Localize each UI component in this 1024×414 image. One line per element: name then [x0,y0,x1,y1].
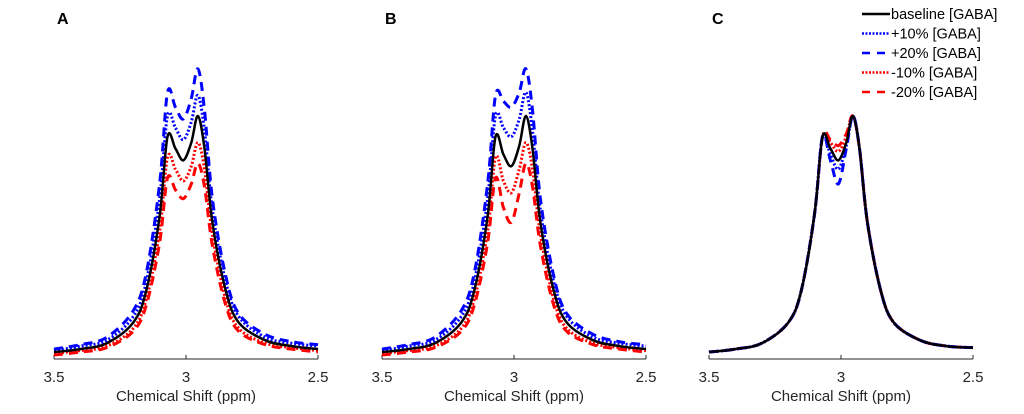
series-line-10-gaba [53,93,319,353]
x-tick-label: 3.5 [372,369,393,386]
panel-a: A 3.5 3 2.5 Chemical Shift (ppm) [44,11,329,405]
x-tick-label: 2.5 [963,369,984,386]
legend-entry: -20% [GABA] [891,85,977,101]
panel-label: A [57,11,69,28]
x-axis-label: Chemical Shift (ppm) [116,388,256,405]
series-line-10-gaba [53,141,319,356]
series-line-baseline-gaba [708,114,974,354]
x-tick-label: 3 [510,369,518,386]
series-line-20-gaba [708,114,974,354]
x-tick-label: 2.5 [308,369,329,386]
panel-label: B [385,11,397,28]
series-line-10-gaba [381,141,647,356]
legend-entry: +10% [GABA] [891,27,981,43]
series-line-20-gaba [53,67,319,351]
legend-entry: baseline [GABA] [891,7,997,23]
series-line-10-gaba [708,114,974,354]
x-tick-label: 3 [182,369,190,386]
panel-label: C [712,11,724,28]
series-line-10-gaba [381,90,647,353]
series-line-baseline-gaba [381,114,647,354]
x-axis-label: Chemical Shift (ppm) [444,388,584,405]
series-line-baseline-gaba [53,114,319,354]
series-line-10-gaba [708,114,974,354]
series-line-20-gaba [381,67,647,351]
x-tick-label: 2.5 [636,369,657,386]
panel-c: C 3.5 3 2.5 Chemical Shift (ppm) [699,11,984,405]
legend: baseline [GABA] +10% [GABA] +20% [GABA] -10… [862,7,997,101]
series-line-20-gaba [381,161,647,357]
x-tick-label: 3.5 [44,369,65,386]
series-line-20-gaba [53,161,319,357]
legend-entry: -10% [GABA] [891,66,977,82]
x-axis-label: Chemical Shift (ppm) [771,388,911,405]
legend-entry: +20% [GABA] [891,46,981,62]
panel-b: B 3.5 3 2.5 Chemical Shift (ppm) [372,11,657,405]
x-tick-label: 3.5 [699,369,720,386]
x-tick-label: 3 [837,369,845,386]
